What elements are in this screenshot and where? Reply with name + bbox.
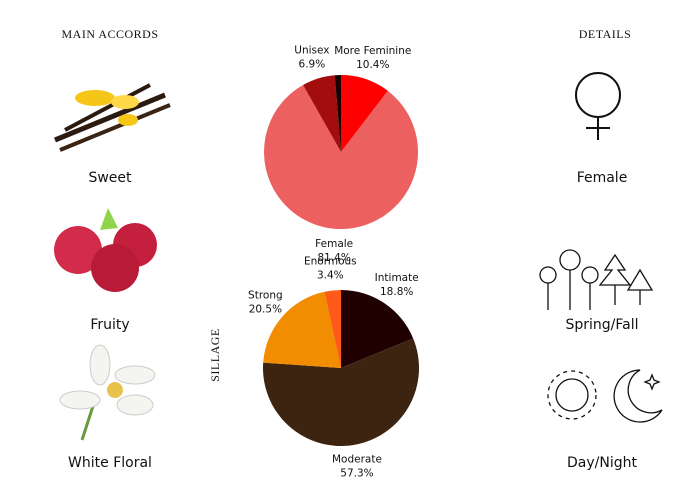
- detail-label: Day/Night: [567, 455, 637, 471]
- chart-title: SILLAGE: [208, 328, 222, 382]
- slice-value: 81.4%: [317, 252, 350, 264]
- slice-label: More Feminine: [334, 45, 411, 57]
- detail-label: Spring/Fall: [565, 317, 638, 333]
- detail-label: Female: [577, 170, 628, 186]
- slice-label: Strong: [248, 290, 283, 302]
- accord-label: Fruity: [90, 317, 129, 333]
- slice-value: 10.4%: [356, 59, 389, 71]
- slice-value: 6.9%: [299, 58, 326, 70]
- slice-label: Intimate: [375, 272, 419, 284]
- slice-value: 20.5%: [249, 304, 282, 316]
- spring-fall-icon: [539, 249, 654, 310]
- slice-label: Unisex: [294, 44, 329, 56]
- slice-label: Enormous: [304, 256, 357, 268]
- accord-label: Sweet: [88, 170, 132, 186]
- orange-blossom-image: [59, 344, 156, 441]
- slice-label: Female: [315, 238, 353, 250]
- slice-value: 57.3%: [340, 468, 373, 480]
- accord-label: White Floral: [68, 455, 152, 471]
- slice-value: 3.4%: [317, 270, 344, 282]
- details-title: DETAILS: [579, 27, 632, 41]
- venus-icon: [575, 72, 621, 140]
- slice-label: Moderate: [332, 454, 382, 466]
- pie-slice: [334, 75, 341, 152]
- pie-slice: [264, 84, 418, 230]
- pie-slice: [341, 290, 414, 368]
- pie-slice: [303, 75, 341, 152]
- pie-slice: [263, 291, 341, 368]
- pie-slice: [324, 290, 341, 368]
- accords-title: MAIN ACCORDS: [61, 27, 158, 41]
- day-night-icon: [547, 369, 663, 423]
- vanilla-image: [54, 83, 171, 152]
- pie-slice: [263, 338, 419, 446]
- raspberry-image: [54, 208, 157, 292]
- pie-slice: [341, 75, 388, 152]
- slice-value: 18.8%: [380, 286, 413, 298]
